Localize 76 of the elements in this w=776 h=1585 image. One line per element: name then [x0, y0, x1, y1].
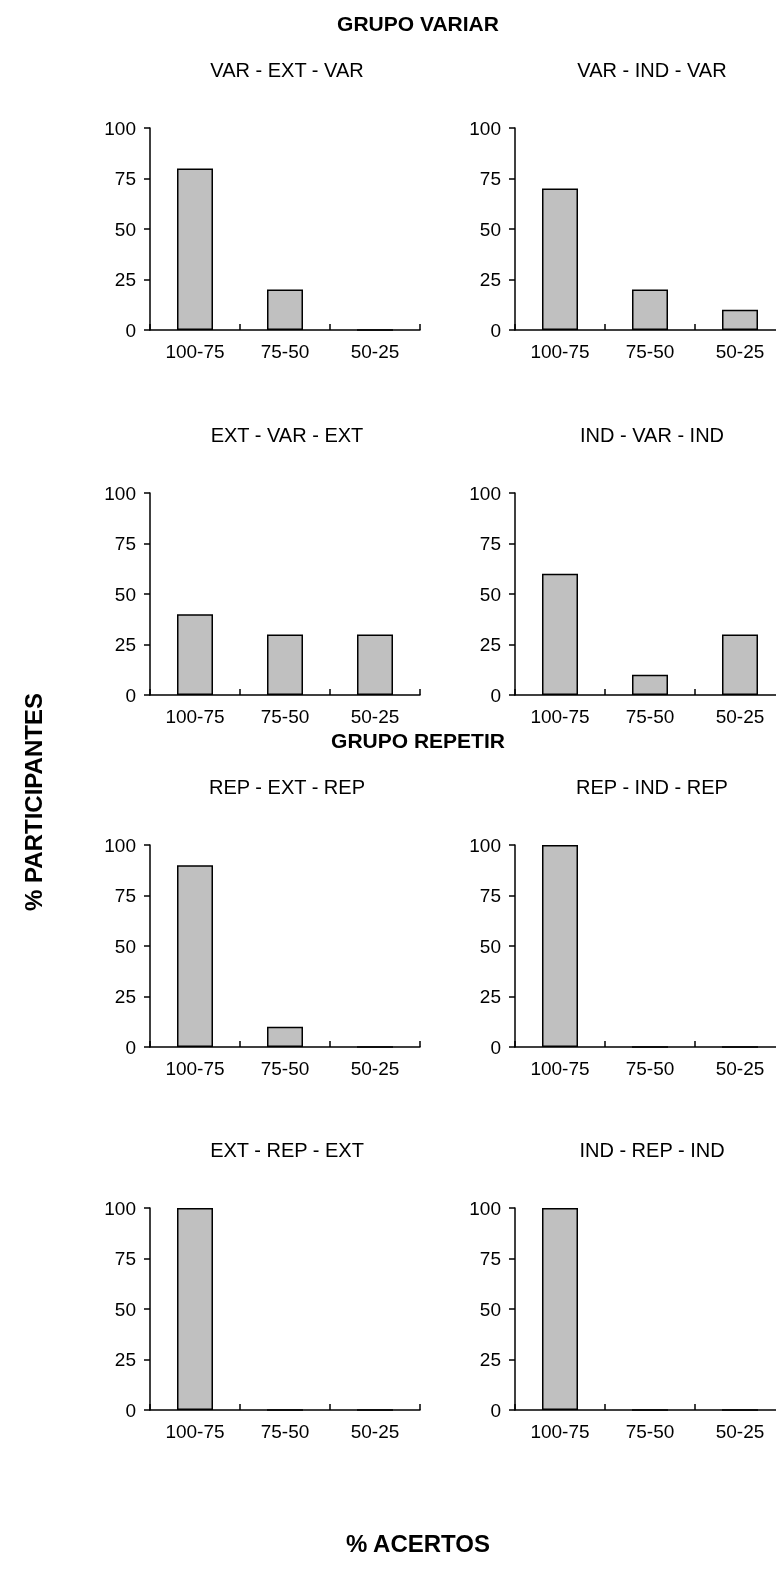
x-tick-label: 75-50: [625, 1058, 675, 1079]
x-tick-label: 75-50: [625, 341, 675, 362]
x-tick-label: 100-75: [165, 1421, 225, 1442]
chart-title: IND - VAR - IND: [579, 424, 725, 446]
y-tick-label: 50: [114, 583, 136, 605]
y-tick-label: 100: [104, 482, 136, 504]
x-tick-label: 50-25: [715, 341, 765, 362]
y-tick-label: 75: [114, 533, 136, 554]
y-tick-label: 75: [479, 885, 501, 906]
y-tick-label: 100: [469, 1197, 501, 1219]
x-tick-label: 100-75: [165, 706, 225, 727]
y-tick-label: 100: [469, 117, 501, 139]
y-tick-label: 100: [104, 117, 136, 139]
y-tick-label: 25: [114, 269, 136, 290]
y-tick-label: 25: [114, 986, 136, 1007]
y-tick-label: 0: [490, 319, 501, 341]
y-tick-label: 100: [469, 834, 501, 856]
y-tick-label: 25: [479, 269, 501, 290]
y-tick-label: 25: [114, 634, 136, 655]
y-tick-label: 75: [114, 885, 136, 906]
x-tick-label: 50-25: [715, 1421, 765, 1442]
chart-subtitle: GRUPO REPETIR: [330, 729, 506, 753]
y-tick-label: 0: [125, 1036, 136, 1058]
x-tick-label: 50-25: [350, 341, 400, 362]
x-tick-label: 100-75: [530, 1421, 590, 1442]
y-tick-label: 75: [114, 168, 136, 189]
y-tick-label: 50: [479, 935, 501, 957]
chart-title: REP - IND - REP: [576, 776, 728, 798]
x-tick-label: 100-75: [530, 706, 590, 727]
y-tick-label: 0: [490, 1036, 501, 1058]
y-tick-label: 0: [125, 684, 136, 706]
y-axis-title: % PARTICIPANTES: [19, 693, 48, 911]
x-axis-title: % ACERTOS: [345, 1530, 491, 1558]
y-tick-label: 0: [490, 1399, 501, 1421]
y-tick-label: 0: [490, 684, 501, 706]
x-tick-label: 75-50: [260, 1058, 310, 1079]
y-tick-label: 75: [479, 1248, 501, 1269]
chart-title: VAR - IND - VAR: [577, 59, 727, 81]
y-tick-label: 75: [114, 1248, 136, 1269]
y-tick-label: 100: [469, 482, 501, 504]
y-tick-label: 75: [479, 168, 501, 189]
x-tick-label: 75-50: [625, 1421, 675, 1442]
y-tick-label: 50: [114, 218, 136, 240]
x-tick-label: 100-75: [165, 1058, 225, 1079]
x-tick-label: 100-75: [530, 1058, 590, 1079]
y-tick-label: 50: [479, 1298, 501, 1320]
chart-title: REP - EXT - REP: [209, 776, 365, 798]
x-tick-label: 50-25: [350, 1058, 400, 1079]
y-tick-label: 100: [104, 834, 136, 856]
y-tick-label: 50: [114, 1298, 136, 1320]
x-tick-label: 50-25: [715, 1058, 765, 1079]
x-tick-label: 75-50: [260, 1421, 310, 1442]
y-tick-label: 25: [479, 634, 501, 655]
x-tick-label: 75-50: [260, 706, 310, 727]
y-tick-label: 100: [104, 1197, 136, 1219]
y-tick-label: 0: [125, 319, 136, 341]
x-tick-label: 50-25: [350, 706, 400, 727]
chart-title: IND - REP - IND: [579, 1139, 725, 1161]
y-tick-label: 50: [114, 935, 136, 957]
y-tick-label: 50: [479, 218, 501, 240]
x-tick-label: 75-50: [260, 341, 310, 362]
chart-title: EXT - REP - EXT: [210, 1139, 364, 1161]
x-tick-label: 100-75: [530, 341, 590, 362]
chart-subtitle: GRUPO VARIAR: [336, 12, 500, 36]
y-tick-label: 25: [479, 1349, 501, 1370]
x-tick-label: 75-50: [625, 706, 675, 727]
y-tick-label: 50: [479, 583, 501, 605]
chart-title: EXT - VAR - EXT: [210, 424, 364, 446]
y-tick-label: 0: [125, 1399, 136, 1421]
y-tick-label: 25: [479, 986, 501, 1007]
y-tick-label: 75: [479, 533, 501, 554]
x-tick-label: 50-25: [715, 706, 765, 727]
y-tick-label: 25: [114, 1349, 136, 1370]
x-tick-label: 100-75: [165, 341, 225, 362]
x-tick-label: 50-25: [350, 1421, 400, 1442]
chart-title: VAR - EXT - VAR: [210, 59, 364, 81]
